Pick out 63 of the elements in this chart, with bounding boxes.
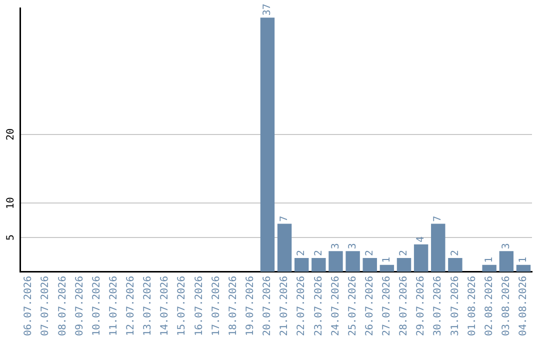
y-tick-label: 10 xyxy=(6,197,17,210)
bar xyxy=(414,244,428,272)
x-tick-label: 06.07.2026 xyxy=(23,276,34,336)
x-tick-label: 25.07.2026 xyxy=(347,276,358,336)
bar xyxy=(482,264,496,272)
data-label: 7 xyxy=(279,216,290,222)
bar xyxy=(499,251,514,272)
data-label: 2 xyxy=(313,250,324,256)
bar xyxy=(380,264,394,272)
y-tick-label: 20 xyxy=(6,128,17,140)
x-tick-label: 20.07.2026 xyxy=(262,276,274,336)
bar xyxy=(312,258,326,272)
y-tick-label: 5 xyxy=(6,234,17,240)
bar xyxy=(294,258,309,272)
data-label: 2 xyxy=(450,250,461,256)
x-tick-label: 27.07.2026 xyxy=(382,276,393,336)
data-label: 1 xyxy=(382,256,393,263)
data-label: 3 xyxy=(500,243,512,250)
x-tick-label: 08.07.2026 xyxy=(57,276,68,336)
x-tick-label: 12.07.2026 xyxy=(126,276,137,336)
x-tick-label: 13.07.2026 xyxy=(142,276,154,336)
x-tick-label: 03.08.2026 xyxy=(500,276,512,336)
x-tick-label: 11.07.2026 xyxy=(108,276,120,336)
x-tick-label: 15.07.2026 xyxy=(176,276,188,336)
x-tick-label: 01.08.2026 xyxy=(466,276,478,336)
bar xyxy=(277,224,292,272)
x-tick-label: 23.07.2026 xyxy=(313,276,324,336)
x-tick-label: 26.07.2026 xyxy=(364,276,376,336)
x-tick-label: 24.07.2026 xyxy=(330,276,342,336)
x-tick-label: 21.07.2026 xyxy=(279,276,290,336)
data-label: 2 xyxy=(364,250,376,256)
bar xyxy=(448,258,462,272)
x-tick-label: 04.08.2026 xyxy=(518,276,530,336)
data-label: 2 xyxy=(296,250,308,256)
x-tick-label: 17.07.2026 xyxy=(210,276,222,336)
bar xyxy=(362,258,377,272)
x-tick-label: 22.07.2026 xyxy=(296,276,308,336)
data-label: 4 xyxy=(416,236,427,242)
data-label: 1 xyxy=(484,256,495,263)
x-tick-label: 07.07.2026 xyxy=(40,276,52,336)
bar xyxy=(328,251,343,272)
x-tick-label: 14.07.2026 xyxy=(160,276,171,336)
bar xyxy=(346,251,360,272)
data-label: 3 xyxy=(347,243,358,250)
data-label: 3 xyxy=(330,243,342,250)
bar xyxy=(396,258,412,272)
x-tick-label: 19.07.2026 xyxy=(244,276,256,336)
x-tick-label: 28.07.2026 xyxy=(398,276,410,336)
x-tick-label: 31.07.2026 xyxy=(450,276,461,336)
x-tick-label: 30.07.2026 xyxy=(432,276,444,336)
x-tick-label: 29.07.2026 xyxy=(416,276,427,336)
bar xyxy=(516,264,531,272)
x-tick-label: 09.07.2026 xyxy=(74,276,86,336)
bar xyxy=(431,224,446,272)
x-tick-label: 10.07.2026 xyxy=(91,276,102,336)
bar xyxy=(260,18,275,272)
data-label: 7 xyxy=(432,216,444,222)
data-label: 37 xyxy=(262,4,274,16)
data-label: 2 xyxy=(398,250,410,256)
x-tick-label: 02.08.2026 xyxy=(484,276,495,336)
data-label: 1 xyxy=(518,256,530,263)
x-tick-label: 16.07.2026 xyxy=(194,276,205,336)
x-tick-label: 18.07.2026 xyxy=(228,276,239,336)
